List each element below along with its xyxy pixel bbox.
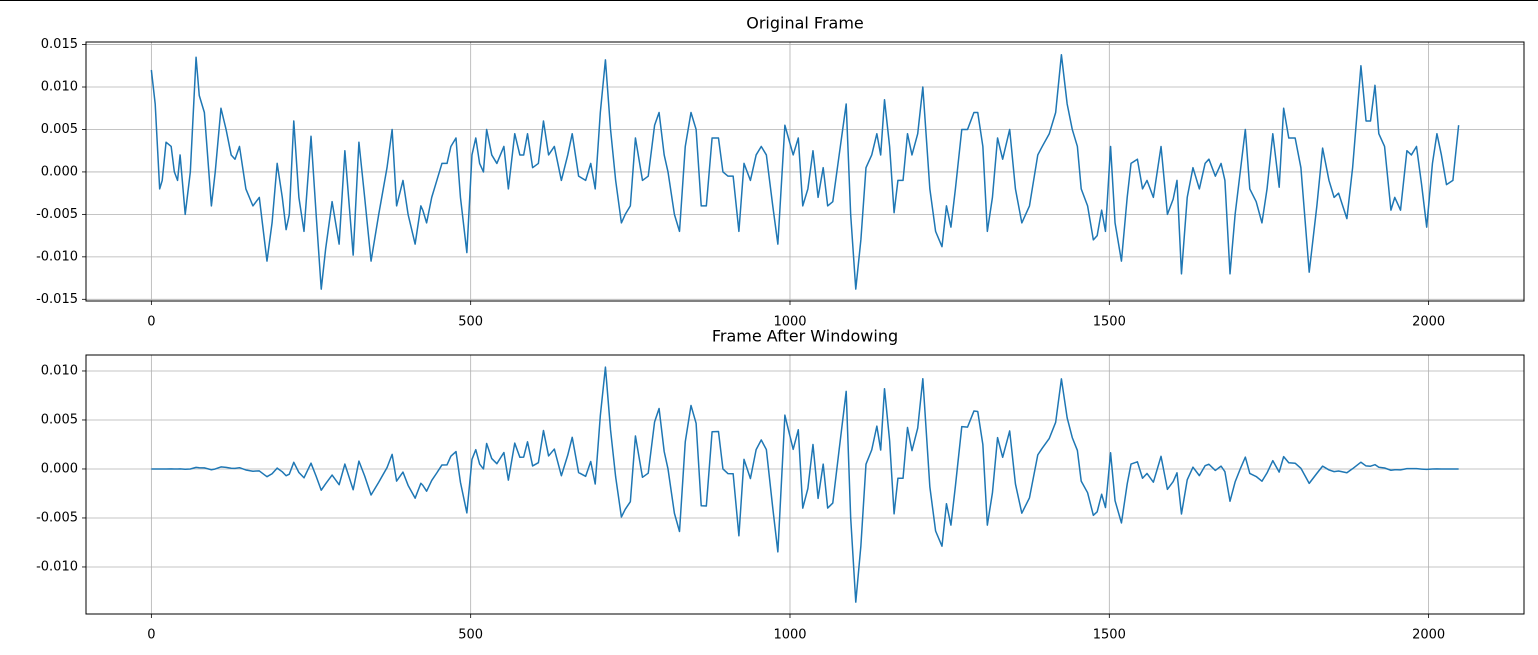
y-tick-label: -0.015 <box>36 292 78 307</box>
x-tick-label: 500 <box>458 315 483 330</box>
chart-title: Frame After Windowing <box>712 327 898 346</box>
y-tick-label: -0.010 <box>36 249 78 264</box>
data-line <box>151 366 1459 603</box>
y-tick-label: 0.000 <box>41 461 78 476</box>
x-tick-label: 1000 <box>773 315 806 330</box>
y-tick-label: 0.015 <box>41 37 78 52</box>
y-tick-label: 0.000 <box>41 164 78 179</box>
axes-frame <box>85 354 1525 615</box>
x-tick-label: 1500 <box>1093 628 1126 643</box>
y-tick-label: -0.010 <box>36 559 78 574</box>
x-tick-label: 2000 <box>1412 628 1445 643</box>
y-tick-label: 0.010 <box>41 363 78 378</box>
y-tick-label: 0.010 <box>41 80 78 95</box>
y-tick-label: -0.005 <box>36 510 78 525</box>
x-tick-label: 500 <box>458 628 483 643</box>
chart-title: Original Frame <box>746 14 864 33</box>
x-tick-label: 1500 <box>1093 315 1126 330</box>
axes-frame <box>85 41 1525 302</box>
x-tick-label: 2000 <box>1412 315 1445 330</box>
x-tick-label: 0 <box>147 315 155 330</box>
y-tick-label: 0.005 <box>41 412 78 427</box>
data-line <box>150 53 1460 290</box>
y-tick-label: 0.005 <box>41 122 78 137</box>
x-tick-label: 1000 <box>773 628 806 643</box>
y-tick-label: -0.005 <box>36 207 78 222</box>
x-tick-label: 0 <box>147 628 155 643</box>
